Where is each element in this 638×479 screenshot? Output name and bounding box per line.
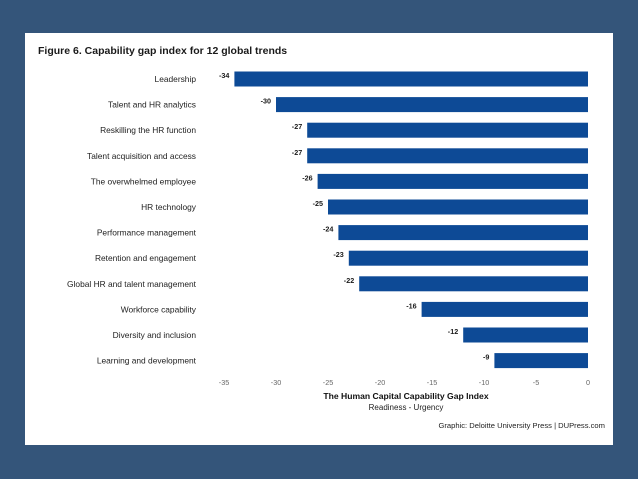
category-label: Global HR and talent management	[67, 279, 197, 289]
bar-chart: Leadership -34 Talent and HR analytics -30 R…	[67, 71, 590, 412]
x-axis-subtitle: Readiness - Urgency	[369, 403, 444, 412]
bar-6	[328, 199, 588, 215]
category-label: Reskilling the HR function	[100, 125, 196, 135]
category-label: Talent and HR analytics	[108, 100, 196, 110]
x-tick-label: -10	[479, 378, 489, 387]
x-tick-label: -15	[427, 378, 437, 387]
bar-4	[307, 148, 588, 164]
x-axis-title: The Human Capital Capability Gap Index	[323, 391, 488, 401]
value-label: -26	[302, 173, 312, 182]
value-label: -30	[261, 97, 271, 106]
bar-8	[348, 250, 588, 266]
category-label: Performance management	[97, 228, 197, 238]
source-credit: Graphic: Deloitte University Press | DUP…	[438, 421, 605, 430]
x-tick-label: 0	[586, 378, 590, 387]
value-label: -23	[333, 250, 343, 259]
category-label: The overwhelmed employee	[91, 176, 197, 186]
category-label: Leadership	[155, 74, 197, 84]
x-tick-label: -20	[375, 378, 385, 387]
bar-12	[494, 353, 588, 369]
category-label: HR technology	[141, 202, 197, 212]
bar-10	[421, 301, 588, 317]
value-label: -22	[344, 276, 354, 285]
category-label: Diversity and inclusion	[113, 330, 197, 340]
bar-11	[463, 327, 588, 343]
x-tick-label: -25	[323, 378, 333, 387]
value-label: -34	[219, 71, 229, 80]
category-label: Talent acquisition and access	[87, 151, 196, 161]
bar-1	[234, 71, 588, 87]
category-label: Learning and development	[97, 356, 197, 366]
bar-5	[317, 173, 588, 189]
category-label: Retention and engagement	[95, 253, 197, 263]
value-label: -27	[292, 122, 302, 131]
value-label: -27	[292, 148, 302, 157]
value-label: -16	[406, 301, 416, 310]
value-label: -25	[313, 199, 323, 208]
value-label: -12	[448, 327, 458, 336]
x-tick-label: -35	[219, 378, 229, 387]
chart-card: Figure 6. Capability gap index for 12 gl…	[25, 33, 613, 445]
bar-2	[276, 97, 588, 113]
x-tick-label: -30	[271, 378, 281, 387]
category-label: Workforce capability	[121, 304, 197, 314]
bar-7	[338, 225, 588, 241]
chart-title: Figure 6. Capability gap index for 12 gl…	[38, 45, 288, 57]
bar-9	[359, 276, 588, 292]
x-tick-label: -5	[533, 378, 539, 387]
value-label: -24	[323, 225, 333, 234]
value-label: -9	[483, 353, 489, 362]
bar-3	[307, 122, 588, 138]
